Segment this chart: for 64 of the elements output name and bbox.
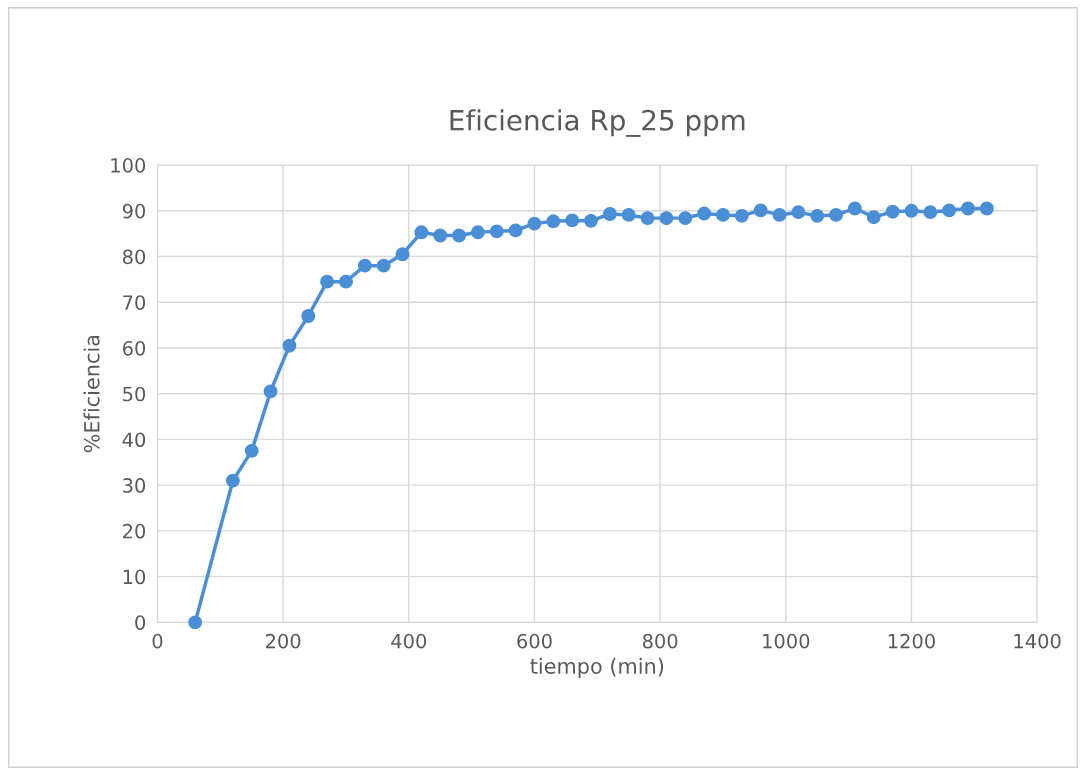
point bbox=[942, 203, 957, 218]
point bbox=[979, 201, 994, 216]
chart-title: Eficiencia Rp_25 ppm bbox=[450, 109, 745, 137]
x-tick-label: 1200 bbox=[888, 633, 935, 649]
point bbox=[584, 213, 598, 228]
point bbox=[339, 274, 353, 289]
point bbox=[357, 258, 372, 273]
point bbox=[904, 203, 919, 218]
x-tick-label: 0 bbox=[152, 633, 163, 649]
y-tick-label: 70 bbox=[123, 295, 146, 310]
point bbox=[659, 211, 674, 226]
x-tick-label: 800 bbox=[642, 633, 678, 649]
point bbox=[188, 615, 203, 630]
point bbox=[810, 208, 825, 223]
point bbox=[866, 210, 881, 225]
y-tick-label: 50 bbox=[123, 386, 146, 402]
point bbox=[414, 225, 429, 240]
point bbox=[565, 213, 580, 228]
y-tick-label: 100 bbox=[111, 158, 146, 173]
point bbox=[263, 384, 278, 399]
point bbox=[640, 211, 655, 226]
point bbox=[508, 223, 523, 238]
y-tick-label: 0 bbox=[135, 615, 146, 630]
point bbox=[753, 203, 768, 218]
x-axis-title: tiempo (min) bbox=[530, 657, 664, 678]
y-tick-label: 10 bbox=[123, 569, 146, 585]
point bbox=[847, 201, 862, 216]
point bbox=[961, 201, 975, 216]
point bbox=[697, 206, 712, 221]
point bbox=[282, 338, 297, 353]
y-axis-title: %Eficiencia bbox=[83, 335, 100, 453]
point bbox=[320, 274, 335, 289]
point bbox=[546, 214, 561, 229]
y-tick-label: 90 bbox=[122, 203, 146, 219]
point bbox=[829, 207, 844, 222]
point bbox=[395, 247, 410, 262]
point bbox=[885, 204, 900, 219]
point bbox=[470, 225, 485, 240]
point bbox=[301, 309, 316, 323]
x-tick-label: 400 bbox=[391, 633, 427, 649]
x-tick-label: 600 bbox=[517, 633, 552, 649]
point bbox=[433, 228, 448, 243]
y-tick-label: 30 bbox=[123, 478, 146, 493]
point bbox=[489, 224, 504, 239]
x-tick-label: 1400 bbox=[1014, 633, 1061, 649]
point bbox=[678, 211, 693, 226]
point bbox=[527, 216, 542, 231]
point bbox=[791, 205, 806, 220]
point bbox=[225, 473, 240, 488]
point bbox=[621, 207, 636, 222]
point bbox=[772, 207, 787, 222]
point bbox=[716, 207, 730, 222]
point bbox=[923, 205, 938, 220]
x-tick-label: 200 bbox=[266, 633, 301, 649]
point bbox=[734, 208, 749, 223]
y-tick-label: 60 bbox=[122, 340, 146, 356]
y-tick-label: 40 bbox=[122, 432, 146, 448]
point bbox=[376, 258, 391, 273]
point bbox=[244, 443, 259, 458]
point bbox=[452, 228, 467, 243]
point bbox=[602, 207, 617, 221]
x-tick-label: 1000 bbox=[763, 633, 810, 649]
y-tick-label: 80 bbox=[122, 249, 146, 265]
y-tick-label: 20 bbox=[123, 523, 146, 539]
